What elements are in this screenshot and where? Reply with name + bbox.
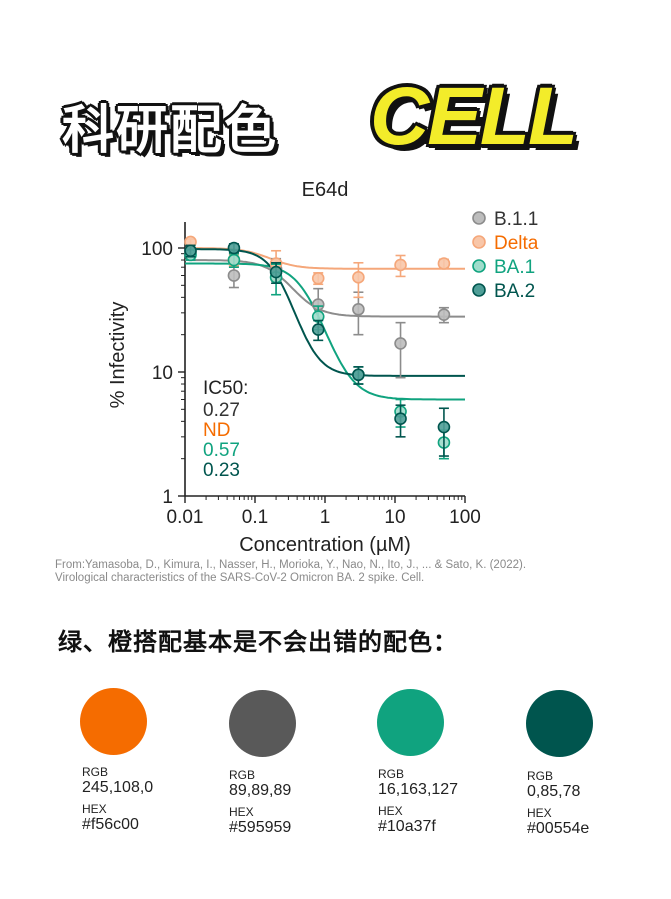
data-point-delta <box>437 257 451 270</box>
data-point-delta <box>311 271 325 285</box>
rgb-label: RGB <box>229 768 256 782</box>
x-tick-label: 0.01 <box>167 507 204 528</box>
ic50-value: 0.57 <box>203 440 240 461</box>
citation: From:Yamasoba, D., Kimura, I., Nasser, H… <box>55 559 655 585</box>
data-point-ba2 <box>352 368 365 382</box>
legend-label: BA.1 <box>494 257 535 278</box>
rgb-value: 16,163,127 <box>378 781 459 798</box>
hex-value: #00554e <box>527 820 590 837</box>
fit-curves <box>184 247 465 401</box>
y-tick-label: 100 <box>141 239 173 260</box>
rgb-value: 0,85,78 <box>527 783 581 800</box>
hex-label: HEX <box>378 804 403 818</box>
data-point-ba2 <box>437 420 451 434</box>
rgb-value: 89,89,89 <box>229 782 292 799</box>
y-tick-label: 1 <box>162 487 173 508</box>
legend-label: Delta <box>494 233 539 254</box>
x-tick-label: 1 <box>320 507 331 528</box>
data-point-ba2 <box>311 323 325 336</box>
color-tip-heading: 绿、橙搭配基本是不会出错的配色： <box>58 628 458 656</box>
data-point-b11 <box>394 337 407 350</box>
data-point-ba2 <box>394 412 407 426</box>
ic50-value: 0.23 <box>203 460 240 481</box>
y-axis-label: % Infectivity <box>107 302 129 409</box>
rgb-label: RGB <box>378 767 405 781</box>
header-title-cell: CELL <box>370 71 578 162</box>
hex-value: #595959 <box>229 819 292 836</box>
legend-marker <box>472 211 486 225</box>
hex-label: HEX <box>229 805 254 819</box>
chart-title: E64d <box>302 179 349 201</box>
data-point-b11 <box>352 303 365 316</box>
data-point-delta <box>352 271 365 284</box>
rgb-label: RGB <box>527 769 554 783</box>
x-axis-label: Concentration (µM) <box>239 534 411 556</box>
color-circle-green <box>377 689 444 756</box>
data-point-ba2 <box>184 244 197 258</box>
y-tick-label: 10 <box>152 363 173 384</box>
data-point-delta <box>394 258 407 272</box>
rgb-value: 245,108,0 <box>82 779 154 796</box>
ic50-value: 0.27 <box>203 400 240 421</box>
data-point-b11 <box>227 269 241 282</box>
header-title-chinese: 科研配色 <box>62 101 279 161</box>
x-tick-label: 100 <box>449 507 481 528</box>
data-point-b11 <box>437 308 451 321</box>
legend-marker <box>472 235 486 249</box>
data-points <box>184 235 451 460</box>
x-tick-label: 0.1 <box>242 507 268 528</box>
legend-marker <box>472 259 486 273</box>
legend-marker <box>472 283 486 297</box>
color-circle-orange <box>80 688 147 755</box>
legend-label: BA.2 <box>494 281 535 302</box>
ic50-value: ND <box>203 420 230 441</box>
chart-legend: B.1.1 Delta BA.1 BA.2 <box>472 209 539 302</box>
hex-value: #f56c00 <box>82 816 139 833</box>
hex-label: HEX <box>82 802 107 816</box>
hex-label: HEX <box>527 806 552 820</box>
rgb-label: RGB <box>82 765 109 779</box>
data-point-ba2 <box>227 241 241 255</box>
x-tick-label: 10 <box>384 507 405 528</box>
color-circle-dark-teal <box>526 690 593 757</box>
citation-line-2: Virological characteristics of the SARS-… <box>55 572 425 584</box>
color-circle-gray <box>229 690 296 757</box>
fit-curve-delta <box>184 247 465 270</box>
chart-axes: 0.01 0.1 1 10 100 1 10 100 <box>141 222 481 528</box>
data-point-ba2 <box>269 265 283 279</box>
legend-label: B.1.1 <box>494 209 538 230</box>
citation-line-1: From:Yamasoba, D., Kimura, I., Nasser, H… <box>55 559 527 571</box>
ic50-header: IC50: <box>203 378 248 399</box>
data-point-ba1 <box>227 253 241 267</box>
hex-value: #10a37f <box>378 818 436 835</box>
